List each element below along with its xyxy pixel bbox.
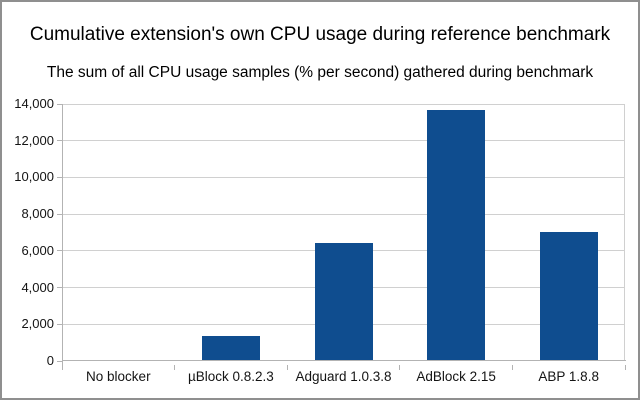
x-axis-tick [624,365,626,370]
gridline [62,140,625,142]
gridline [62,103,625,105]
y-axis-tick-label: 12,000 [14,132,54,148]
y-axis-tick [57,360,62,362]
bar [201,336,260,360]
bar [314,242,373,360]
chart-title: Cumulative extension's own CPU usage dur… [29,24,611,45]
x-axis-category-label: ABP 1.8.8 [538,369,599,384]
chart-subtitle: The sum of all CPU usage samples (% per … [46,64,594,81]
y-axis-tick [57,250,62,252]
gridline [62,213,625,215]
x-axis-tick [174,365,176,370]
x-axis-tick [511,365,513,370]
y-axis-line [62,104,63,366]
y-axis-tick [57,103,62,105]
plot-area [62,103,625,361]
gridline [62,176,625,178]
y-axis-tick-label: 14,000 [14,96,54,111]
y-axis-tick-label: 2,000 [21,316,54,332]
y-axis-tick [57,176,62,178]
bar [427,110,486,360]
y-axis-tick-label: 10,000 [14,169,54,185]
plot-right-border [624,104,625,361]
y-axis-tick-label: 6,000 [21,242,54,258]
x-axis-tick [286,365,288,370]
y-axis-tick [57,140,62,142]
x-axis-tick [399,365,401,370]
y-axis-tick [57,287,62,289]
y-axis-tick-label: 8,000 [21,206,54,222]
x-axis-category-label: Adguard 1.0.3.8 [295,369,392,384]
x-axis-category-label: AdBlock 2.15 [416,369,496,384]
x-axis-tick [61,365,63,370]
y-axis-tick [57,213,62,215]
y-axis-tick [57,323,62,325]
x-axis-category-label: µBlock 0.8.2.3 [187,369,274,384]
x-axis-line [62,360,626,361]
y-axis-tick-label: 4,000 [21,279,54,295]
x-axis-category-label: No blocker [86,369,151,384]
bar [539,231,598,360]
y-axis-tick-label: 0 [46,353,54,368]
